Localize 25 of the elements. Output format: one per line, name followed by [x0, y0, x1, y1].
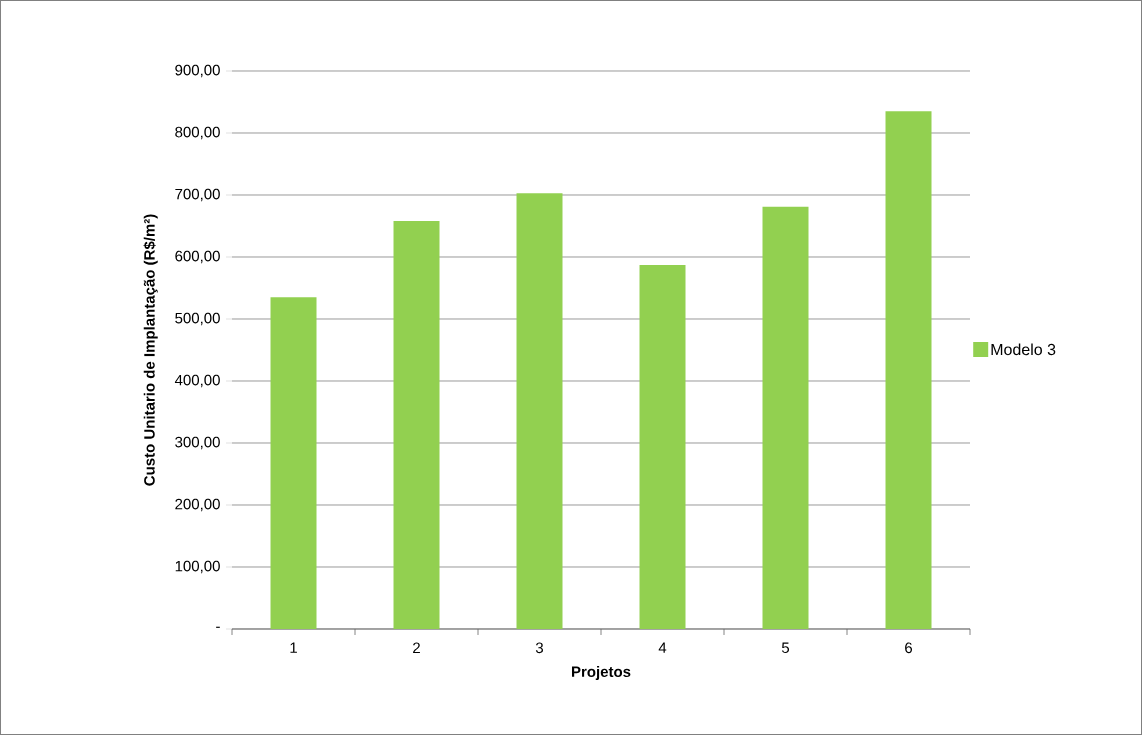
y-tick-label: 600,00 [175, 250, 220, 264]
bar [885, 111, 932, 629]
legend-label: Modelo 3 [991, 343, 1056, 356]
y-tick-label: 200,00 [175, 498, 220, 512]
bar [393, 221, 440, 629]
y-tick-label: 100,00 [175, 560, 220, 574]
x-tick-label: 5 [781, 642, 790, 653]
x-axis-title: Projetos [572, 666, 631, 680]
x-tick-label: 4 [658, 642, 667, 653]
y-tick-label: 800,00 [175, 126, 220, 140]
bar [639, 265, 686, 629]
y-tick-label: 500,00 [175, 312, 220, 326]
x-tick-label: 1 [290, 642, 297, 653]
bar [270, 297, 317, 629]
y-tick-label: - [216, 626, 220, 628]
y-tick-label: 700,00 [175, 188, 220, 202]
y-tick-label: 400,00 [174, 374, 220, 388]
y-axis-title: Custo Unitario de Implantação (R$/m²) [143, 214, 158, 486]
x-tick-label: 3 [535, 642, 544, 654]
y-tick-label: 900,00 [175, 64, 220, 78]
bar [516, 193, 563, 629]
bar [762, 206, 809, 629]
x-tick-label: 6 [905, 642, 913, 654]
y-tick-label: 300,00 [175, 436, 220, 450]
x-tick-label: 2 [413, 642, 420, 653]
